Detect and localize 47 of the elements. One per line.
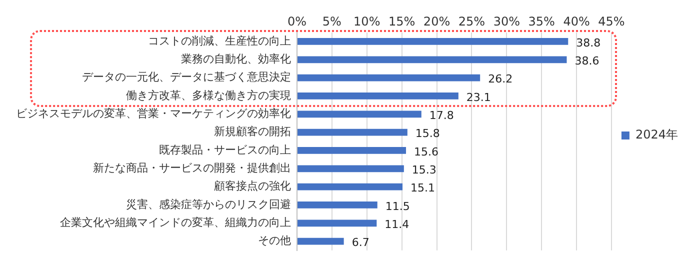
x-tick-label: 45% [598,14,625,28]
x-tick-label: 15% [388,14,416,28]
y-tick-label: 顧客接点の強化 [214,180,291,193]
data-label: 26.2 [488,72,513,86]
data-label: 17.8 [429,109,454,122]
y-tick-label: 災害、感染症等からのリスク回避 [126,198,291,211]
bar [298,165,404,172]
x-tick-label: 25% [458,14,486,28]
y-tick-label: データの一元化、データに基づく意思決定 [82,70,291,84]
x-tick-label: 0% [287,14,307,28]
bar [298,128,408,136]
legend-label: 2024年 [635,128,678,142]
data-label: 15.3 [412,164,436,177]
data-label: 38.6 [574,54,600,68]
y-tick-label: 企業文化や組織マインドの変革、組織力の向上 [60,216,291,230]
data-label: 15.8 [415,127,440,140]
bar [298,147,406,154]
bar [298,238,344,245]
bar [298,220,377,227]
data-label: 6.7 [352,236,370,250]
x-tick-label: 35% [528,14,555,28]
bar [298,56,567,64]
y-tick-label: 業務の自動化、効率化 [181,52,291,66]
bar [298,38,568,45]
data-label: 38.8 [576,36,601,50]
x-tick-label: 20% [423,14,450,28]
data-label: 11.5 [385,200,410,213]
y-tick-label: ビジネスモデルの変革、営業・マーケティングの効率化 [16,107,291,120]
y-tick-label: 働き方改革、多様な働き方の実現 [126,88,291,102]
y-tick-label: コストの削減、生産性の向上 [148,34,291,48]
x-tick-label: 10% [354,14,380,28]
x-tick-label: 30% [493,14,520,28]
x-tick-label: 5% [322,14,342,28]
y-tick-label: その他 [258,234,291,248]
bar [298,74,480,82]
data-label: 11.4 [384,218,410,232]
data-label: 15.1 [410,182,436,195]
bar [298,110,422,118]
data-label: 23.1 [466,90,491,104]
y-tick-label: 既存製品・サービスの向上 [159,143,291,156]
y-tick-label: 新規顧客の開拓 [214,125,291,138]
bar [298,92,458,100]
bar [298,202,378,208]
data-label: 15.6 [414,145,439,158]
x-tick-label: 40% [563,14,590,28]
y-tick-label: 新たな商品・サービスの開発・提供創出 [93,162,291,175]
bar [298,183,403,190]
